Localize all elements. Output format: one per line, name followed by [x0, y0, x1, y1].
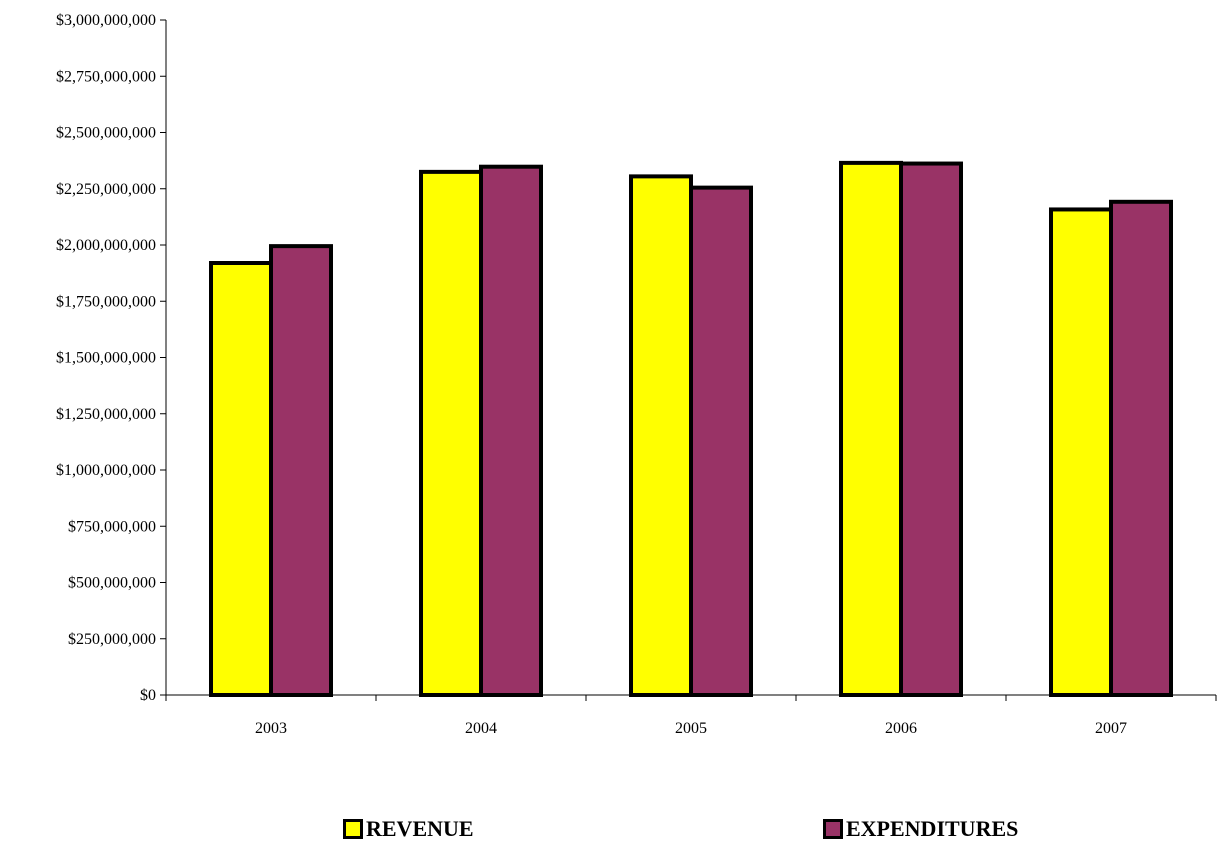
bar-revenue-2007	[1049, 207, 1113, 697]
y-tick-label: $3,000,000,000	[56, 12, 156, 29]
y-tick-label: $1,500,000,000	[56, 350, 156, 367]
bar-expenditures-2006	[899, 161, 963, 698]
bar-revenue-2006	[839, 160, 903, 697]
y-tick-label: $0	[140, 687, 156, 704]
y-tick-label: $500,000,000	[68, 575, 156, 592]
bars	[209, 160, 1173, 698]
legend-swatch-revenue	[343, 819, 363, 839]
legend-item-expenditures: EXPENDITURES	[823, 816, 1018, 842]
bar-expenditures-2004	[479, 164, 543, 697]
y-tick-label: $2,750,000,000	[56, 68, 156, 85]
bar-chart: $0 $250,000,000 $500,000,000 $750,000,000 $1…	[56, 12, 1217, 737]
y-tick-label: $2,250,000,000	[56, 181, 156, 198]
y-axis-ticks: $0 $250,000,000 $500,000,000 $750,000,000 $1…	[56, 12, 166, 704]
x-tick-label: 2003	[255, 720, 287, 737]
y-tick-label: $1,250,000,000	[56, 406, 156, 423]
legend-label-revenue: REVENUE	[366, 816, 474, 841]
x-axis-ticks: 2003 2004 2005 2006 2007	[165, 695, 1217, 737]
y-tick-label: $2,000,000,000	[56, 237, 156, 254]
bar-expenditures-2003	[269, 244, 333, 697]
legend-swatch-expenditures	[823, 819, 843, 839]
x-tick-label: 2004	[465, 720, 497, 737]
x-tick-label: 2007	[1095, 720, 1127, 737]
bar-revenue-2004	[419, 169, 483, 697]
bar-expenditures-2005	[689, 185, 753, 697]
legend-label-expenditures: EXPENDITURES	[846, 816, 1019, 841]
legend-item-revenue: REVENUE	[343, 816, 474, 842]
y-tick-label: $2,500,000,000	[56, 125, 156, 142]
y-tick-label: $1,750,000,000	[56, 293, 156, 310]
x-tick-label: 2005	[675, 720, 707, 737]
y-tick-label: $250,000,000	[68, 631, 156, 648]
bar-revenue-2003	[209, 261, 273, 697]
bar-expenditures-2007	[1109, 199, 1173, 698]
x-tick-label: 2006	[885, 720, 917, 737]
bar-revenue-2005	[629, 174, 693, 697]
y-tick-label: $750,000,000	[68, 518, 156, 535]
y-tick-label: $1,000,000,000	[56, 462, 156, 479]
